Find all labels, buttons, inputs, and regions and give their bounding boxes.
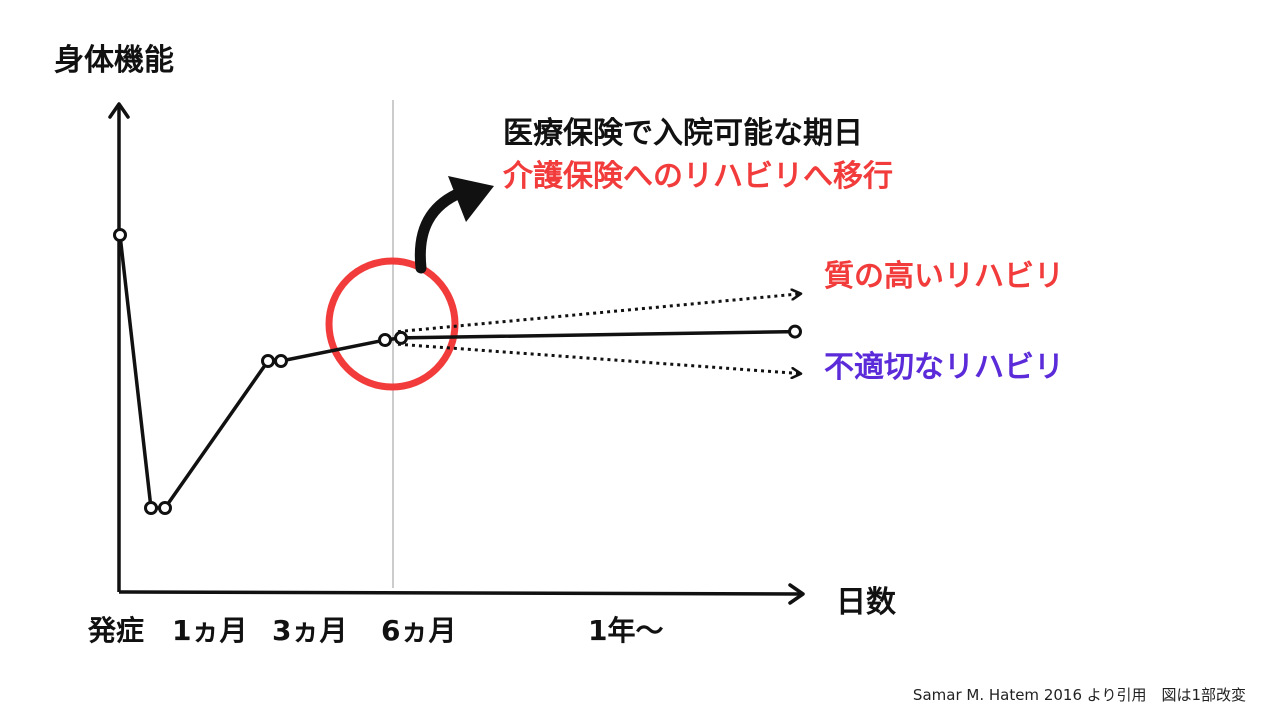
legend-inappropriate-rehab: 不適切なリハビリ [824,350,1064,385]
data-point-3 [261,354,275,368]
legend-high-quality-rehab: 質の高いリハビリ [824,259,1064,294]
data-point-5 [378,333,392,347]
x-axis-arrowhead [788,583,805,605]
annotation-hospital-deadline: 医療保険で入院可能な期日 [503,116,863,151]
data-point-1 [144,501,158,515]
projection-inappropriate-line [397,342,800,373]
source-credit: Samar M. Hatem 2016 より引用 図は1部改変 [912,686,1246,704]
data-point-7 [788,324,802,339]
x-tick-onset: 発症 [87,614,144,647]
data-point-2 [158,501,172,515]
main-series [113,228,802,515]
annotation-care-insurance-shift: 介護保険へのリハビリへ移行 [502,159,893,194]
x-tick-3-months: 3ヵ月 [272,614,347,647]
data-point-0 [113,228,127,242]
curved-arrow-icon [414,176,494,274]
y-axis-label: 身体機能 [54,43,174,78]
main-series-line [118,234,796,510]
data-point-4 [274,354,288,368]
x-axis [118,590,803,596]
x-tick-1-year: 1年〜 [588,614,663,647]
projection-lines [397,294,800,374]
x-axis-label: 日数 [836,585,897,620]
y-axis-arrowhead [108,102,130,119]
data-point-6 [394,330,408,345]
highlight-circle [325,257,459,391]
x-tick-6-months: 6ヵ月 [381,614,456,647]
x-tick-1-month: 1ヵ月 [172,614,247,647]
projection-high-quality-line [397,294,800,334]
